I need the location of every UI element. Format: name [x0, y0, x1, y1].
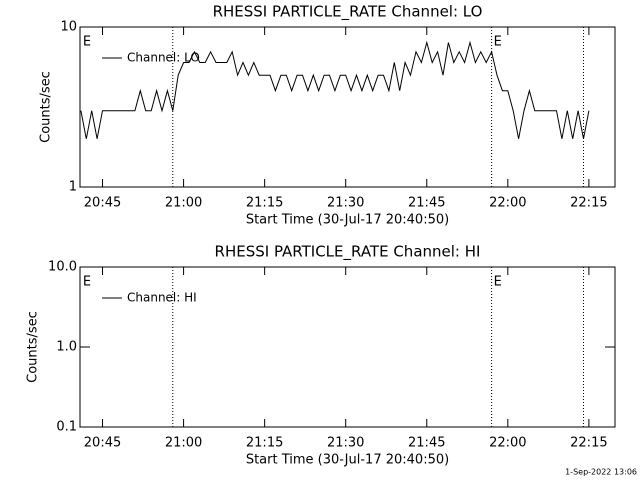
x-tick-label: 20:45	[84, 436, 121, 451]
data-line	[80, 40, 590, 139]
x-tick-label: 21:45	[408, 196, 445, 211]
x-tick-label: 21:30	[327, 196, 364, 211]
x-tick-label: 22:15	[570, 436, 607, 451]
x-axis-label: Start Time (30-Jul-17 20:40:50)	[246, 453, 449, 468]
x-tick-label: 21:45	[408, 436, 445, 451]
annotation: E	[494, 35, 502, 50]
annotation: E	[494, 275, 502, 290]
x-tick-label: 21:30	[327, 436, 364, 451]
x-tick-label: 20:45	[84, 196, 121, 211]
legend-label: Channel: HI	[127, 291, 197, 305]
chart-title: RHESSI PARTICLE_RATE Channel: HI	[215, 243, 481, 262]
y-tick-label: 0.1	[56, 420, 77, 435]
footer: 1-Sep-2022 13:06	[565, 468, 637, 477]
y-tick-label: 10.0	[48, 260, 77, 275]
x-tick-label: 21:00	[165, 196, 202, 211]
x-tick-label: 21:15	[246, 196, 283, 211]
y-tick-label: 1.0	[56, 340, 77, 355]
y-axis-label: Counts/sec	[39, 71, 54, 143]
x-tick-label: 21:00	[165, 436, 202, 451]
x-tick-label: 22:00	[489, 196, 526, 211]
annotation: E	[83, 35, 91, 50]
x-tick-label: 21:15	[246, 436, 283, 451]
y-axis-label: Counts/sec	[26, 311, 41, 383]
x-axis-label: Start Time (30-Jul-17 20:40:50)	[246, 213, 449, 228]
y-tick-label: 10	[60, 20, 77, 35]
plot-frame	[79, 26, 616, 188]
x-tick-label: 22:15	[570, 196, 607, 211]
chart-title: RHESSI PARTICLE_RATE Channel: LO	[213, 3, 483, 22]
y-tick-label: 1	[69, 180, 77, 195]
legend-label: Channel: LO	[127, 51, 200, 65]
x-tick-label: 22:00	[489, 436, 526, 451]
annotation: E	[83, 275, 91, 290]
